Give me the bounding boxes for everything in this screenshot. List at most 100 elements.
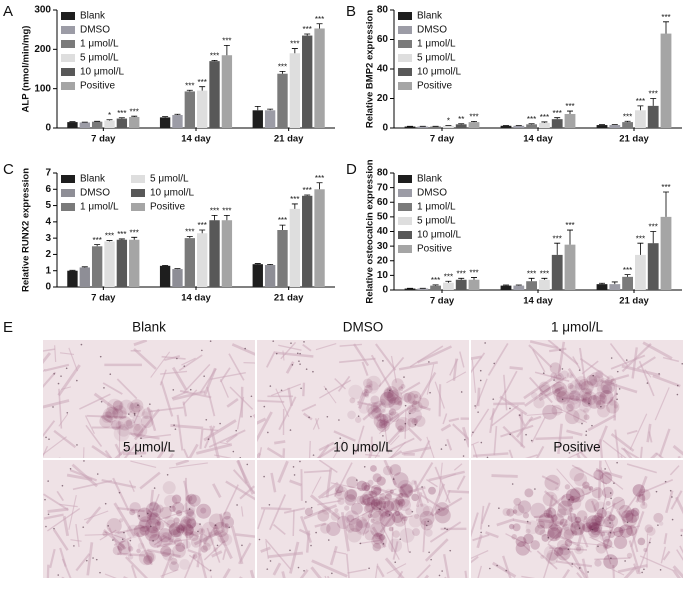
stain-spot (368, 383, 373, 388)
fiber (529, 340, 558, 350)
error-bar (267, 108, 274, 111)
cell-dot (568, 498, 570, 501)
cell-dot (174, 428, 177, 430)
legend-label: 5 μmol/L (417, 53, 456, 64)
fiber (606, 502, 616, 522)
bar (302, 35, 313, 128)
fiber (59, 503, 78, 508)
stain-spot (378, 534, 386, 541)
stain-spot (349, 397, 356, 404)
stain-spot (361, 482, 371, 492)
stain-spot (569, 379, 586, 396)
cell-dot (241, 544, 243, 547)
stain-spot (373, 499, 381, 507)
stain-spot (155, 504, 164, 513)
cell-dot (152, 540, 154, 542)
cell-dot (47, 513, 50, 516)
stain-spot (213, 521, 229, 538)
bar (221, 220, 233, 287)
stain-spot (117, 424, 130, 437)
fiber (629, 525, 639, 553)
panel-label: B (346, 3, 356, 20)
cell-dot (109, 373, 112, 376)
cell-dot (363, 465, 366, 468)
bar (455, 124, 467, 128)
stain-spot (185, 495, 193, 502)
cell-dot (394, 561, 397, 564)
fiber (398, 361, 438, 371)
fiber (631, 508, 635, 523)
stain-spot (591, 395, 597, 401)
stain-spot (412, 528, 420, 536)
stain-spot (367, 405, 382, 420)
y-tick-label: 6 (45, 184, 51, 195)
fiber (536, 550, 558, 570)
stain-spot (208, 513, 225, 530)
stain-spot (169, 505, 176, 513)
fiber (257, 417, 267, 425)
stain-spot (224, 523, 229, 528)
fiber (424, 574, 430, 578)
bar (116, 239, 128, 287)
cell-dot (48, 438, 50, 440)
fiber (93, 392, 120, 414)
stain-spot (530, 502, 546, 519)
stain-spot (344, 489, 357, 502)
significance-label: *** (527, 269, 536, 278)
stain-spot (112, 400, 124, 412)
stain-spot (389, 464, 402, 476)
error-bar (131, 236, 138, 240)
cell-dot (525, 433, 527, 436)
cell-dot (100, 400, 103, 403)
stain-spot (609, 526, 614, 531)
stain-spot (411, 479, 417, 485)
significance-label: *** (661, 13, 670, 22)
stain-spot (575, 394, 584, 403)
stain-spot (106, 398, 123, 415)
stain-spot (101, 411, 114, 423)
stain-spot (134, 424, 141, 431)
cell-dot (297, 566, 300, 569)
stain-spot (169, 561, 180, 572)
bar (468, 279, 480, 290)
stain-spot (411, 400, 421, 410)
fiber (471, 359, 477, 393)
stain-spot (363, 503, 374, 514)
stain-spot (392, 530, 400, 538)
fiber (44, 363, 70, 372)
stain-spot (383, 412, 394, 423)
cell-dot (671, 518, 674, 521)
error-bar (458, 277, 465, 280)
cell-dot (60, 375, 62, 377)
stain-spot (573, 472, 588, 487)
stain-spot (105, 406, 119, 420)
fiber (84, 415, 95, 435)
fiber (147, 548, 181, 558)
fiber (86, 414, 127, 419)
stain-spot (608, 514, 616, 522)
cell-dot (509, 433, 511, 436)
cell-dot (518, 414, 521, 416)
cell-dot (428, 551, 430, 554)
cell-dot (624, 560, 626, 562)
stain-spot (138, 519, 151, 532)
stain-spot (129, 423, 144, 438)
cell-dot (296, 352, 299, 355)
bar (417, 126, 429, 128)
fiber (429, 521, 462, 543)
fiber (302, 382, 306, 397)
bar (252, 110, 263, 128)
significance-label: *** (290, 40, 299, 49)
stain-spot (201, 521, 218, 538)
stain (43, 460, 255, 578)
cell-dot (99, 571, 101, 574)
micrograph (471, 460, 683, 578)
stain-spot (127, 554, 134, 560)
legend-label: 1 μmol/L (80, 39, 119, 50)
fiber (442, 553, 450, 578)
fiber (281, 571, 286, 578)
fiber (491, 474, 518, 478)
significance-label: *** (527, 115, 536, 124)
fiber (609, 343, 629, 367)
fiber (43, 436, 67, 456)
